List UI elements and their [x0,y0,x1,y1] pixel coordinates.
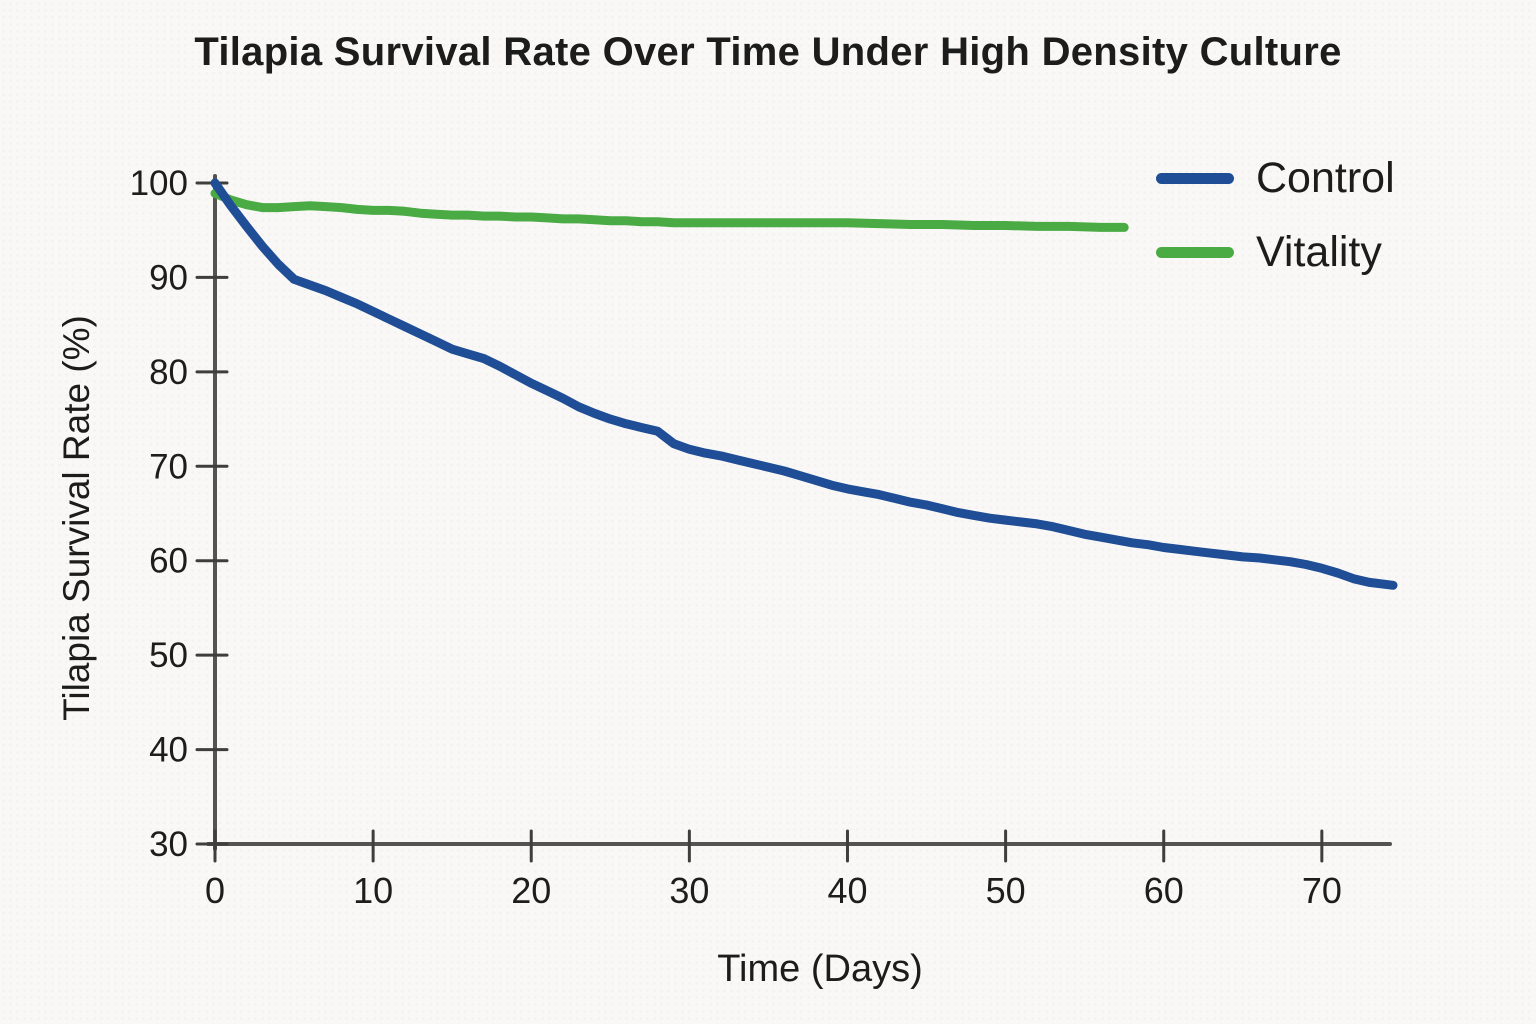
y-tick-label: 80 [149,353,188,392]
x-tick-label: 40 [827,870,867,911]
series-line-control [210,178,1398,590]
y-tick-label: 40 [149,731,188,770]
chart-title: Tilapia Survival Rate Over Time Under Hi… [194,30,1342,74]
x-tick-label: 30 [669,870,709,911]
legend-item-vitality: Vitality [1156,222,1395,282]
y-tick-label: 60 [149,542,188,581]
x-tick-label: 10 [353,870,393,911]
x-tick-label: 20 [511,870,551,911]
series-line-vitality [210,188,1129,232]
y-tick-label: 50 [149,636,188,675]
control-line-swatch [1156,172,1234,184]
y-tick-label: 30 [149,825,188,864]
x-axis-label: Time (Days) [717,948,923,990]
x-tick-label: 0 [205,870,225,911]
y-tick-label: 90 [149,258,188,297]
x-tick-label: 50 [986,870,1026,911]
y-tick-label: 70 [149,447,188,486]
legend: Control Vitality [1156,148,1395,296]
x-tick-label: 60 [1144,870,1184,911]
x-tick-label: 70 [1302,870,1342,911]
vitality-line-swatch [1156,246,1234,258]
legend-label-vitality: Vitality [1256,227,1382,276]
legend-label-control: Control [1256,153,1395,202]
legend-item-control: Control [1156,148,1395,208]
y-tick-label: 100 [130,164,188,203]
